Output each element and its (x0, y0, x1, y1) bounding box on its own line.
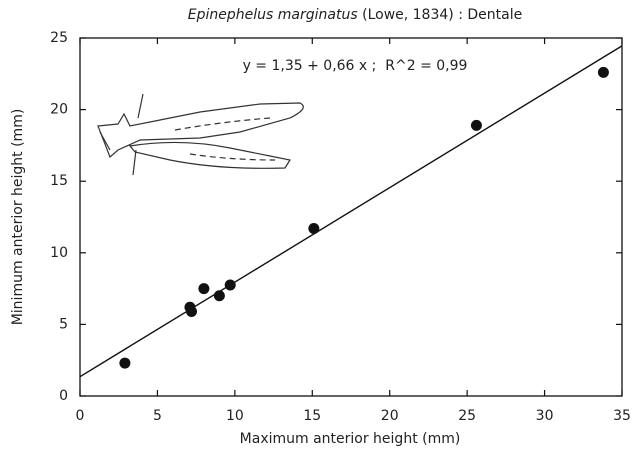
x-tick-label: 35 (613, 408, 631, 424)
annotation: y = 1,35 + 0,66 x ; R^2 = 0,99 (243, 58, 468, 74)
chart-title: Epinephelus marginatus (Lowe, 1834) : De… (188, 7, 522, 23)
point (185, 306, 197, 318)
point (119, 357, 131, 369)
title-rest: (Lowe, 1834) : Dentale (362, 7, 522, 23)
x-tick-label: 5 (153, 408, 162, 424)
regression-line (79, 45, 623, 378)
title-species: Epinephelus marginatus (188, 7, 358, 23)
point (213, 290, 225, 302)
y-tick-label: 15 (50, 173, 68, 189)
x-axis-label: Maximum anterior height (mm) (240, 431, 461, 447)
x-tick-label: 15 (303, 408, 321, 424)
point (224, 279, 236, 291)
x-tick-label: 0 (76, 408, 85, 424)
point (198, 283, 210, 295)
y-tick-label: 10 (50, 245, 68, 261)
plot-frame (79, 37, 623, 397)
x-tick-label: 25 (458, 408, 476, 424)
y-tick-label: 5 (59, 316, 68, 332)
y-tick-label: 25 (50, 30, 68, 46)
y-tick-label: 0 (59, 388, 68, 404)
x-tick-label: 20 (381, 408, 399, 424)
jaw-sketch (97, 93, 304, 176)
point (308, 222, 320, 234)
x-tick-label: 30 (536, 408, 554, 424)
y-axis-label: Minimum anterior height (mm) (10, 109, 26, 326)
point (597, 66, 609, 78)
y-tick-label: 20 (50, 102, 68, 118)
point (470, 119, 482, 131)
x-tick-label: 10 (226, 408, 244, 424)
